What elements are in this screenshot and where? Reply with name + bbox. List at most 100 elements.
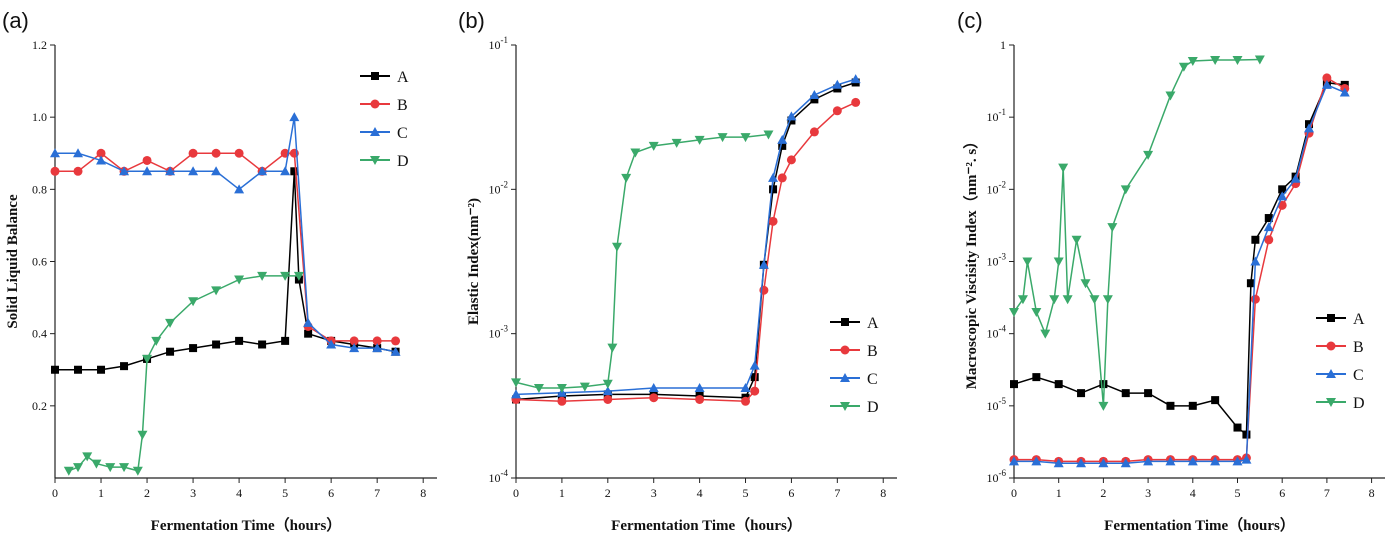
data-point-D [1098,401,1109,411]
data-point-D [211,286,222,296]
x-tick-label: 8 [880,486,886,500]
data-point-C [165,166,176,176]
data-point-D [1107,223,1118,233]
data-point-D [648,141,659,151]
data-point-A [1166,401,1175,410]
data-point-C [1277,191,1288,201]
data-point-A [1278,185,1287,194]
panel-label: (a) [2,8,29,33]
x-tick-label: 1 [1056,486,1062,500]
data-point-C [303,317,314,327]
data-point-C [1009,456,1019,466]
y-tick-label: 10-2 [489,179,509,196]
data-point-A [787,116,796,125]
chart-panel-c: (c) 0 1 2 3 4 5 6 7 8 10-6 10-5 10-4 10-3 10-2 10-1 1 Fer… [957,8,1385,534]
data-point-D [188,297,199,307]
data-point-D [1058,163,1069,173]
legend-marker-D [370,156,380,165]
data-point-D [234,275,245,285]
data-point-C [648,383,659,393]
series-B [1009,73,1350,466]
legend-marker-B [840,345,850,355]
data-point-D [611,242,622,252]
x-tick-label: 8 [420,486,426,500]
legend-label-A: A [397,69,409,86]
data-point-C [50,148,60,158]
data-point-C [142,166,153,176]
data-point-A [1188,401,1197,410]
y-axis-title: Solid Liquid Balance [5,194,21,329]
data-point-A [74,365,83,374]
legend-label-B: B [867,343,878,360]
data-point-A [1121,389,1130,398]
data-point-D [82,452,93,462]
data-point-D [621,173,632,183]
data-point-C [211,166,222,176]
x-tick-label: 4 [236,486,242,500]
data-point-A [1077,389,1086,398]
y-tick-label: 10-3 [987,252,1007,269]
data-point-A [1251,235,1260,244]
data-point-D [257,271,268,281]
data-point-A [1099,380,1108,389]
legend-marker-C [370,127,380,136]
series-D [1009,55,1265,411]
data-point-C [1290,173,1301,183]
x-tick-label: 2 [1100,486,1106,500]
legend-marker-A [371,72,379,80]
x-axis-title: Fermentation Time（hours） [1104,516,1295,534]
series-D [63,271,304,476]
data-point-A [189,344,198,353]
data-point-C [119,166,130,176]
data-point-C [1120,458,1131,468]
data-point-D [280,271,291,281]
x-tick-label: 2 [605,486,611,500]
data-point-C [1339,87,1350,97]
data-point-C [257,166,268,176]
data-point-B [851,97,861,107]
data-point-B [832,106,842,116]
data-point-C [289,112,300,122]
data-point-A [304,329,313,338]
x-tick-label: 8 [1369,486,1375,500]
data-point-C [280,166,291,176]
legend-marker-A [1327,314,1335,322]
data-point-B [372,336,382,346]
data-point-C [234,184,245,194]
data-point-C [1031,456,1042,466]
x-tick-label: 5 [743,486,749,500]
data-point-A [51,365,59,374]
series-A [51,167,400,374]
data-point-D [1017,295,1028,305]
data-point-C [602,386,613,396]
legend-marker-B [370,99,380,109]
series-line-C [55,117,396,353]
data-point-A [1242,430,1251,439]
data-point-D [1071,235,1082,245]
series-C [50,112,401,356]
data-point-B [1250,294,1260,304]
series-line-B [515,101,856,403]
data-point-D [1120,185,1131,195]
x-tick-label: 7 [834,486,840,500]
series-line-B [55,152,396,342]
x-tick-label: 6 [788,486,794,500]
y-tick-label: 0.6 [32,255,47,269]
data-point-D [1080,279,1091,289]
data-point-D [142,354,153,364]
data-point-D [165,318,176,328]
data-point-B [391,336,401,346]
x-tick-label: 5 [282,486,288,500]
data-point-D [1062,295,1073,305]
series-line-A [55,171,396,371]
data-point-C [832,79,843,89]
data-point-D [579,382,590,392]
y-tick-label: 10-6 [987,468,1007,485]
data-point-C [188,166,199,176]
data-point-B [649,393,659,403]
data-point-D [1089,295,1100,305]
data-point-D [1178,62,1189,72]
y-tick-label: 10-5 [987,396,1007,413]
series-line-A [1013,81,1345,437]
data-point-C [740,383,751,393]
